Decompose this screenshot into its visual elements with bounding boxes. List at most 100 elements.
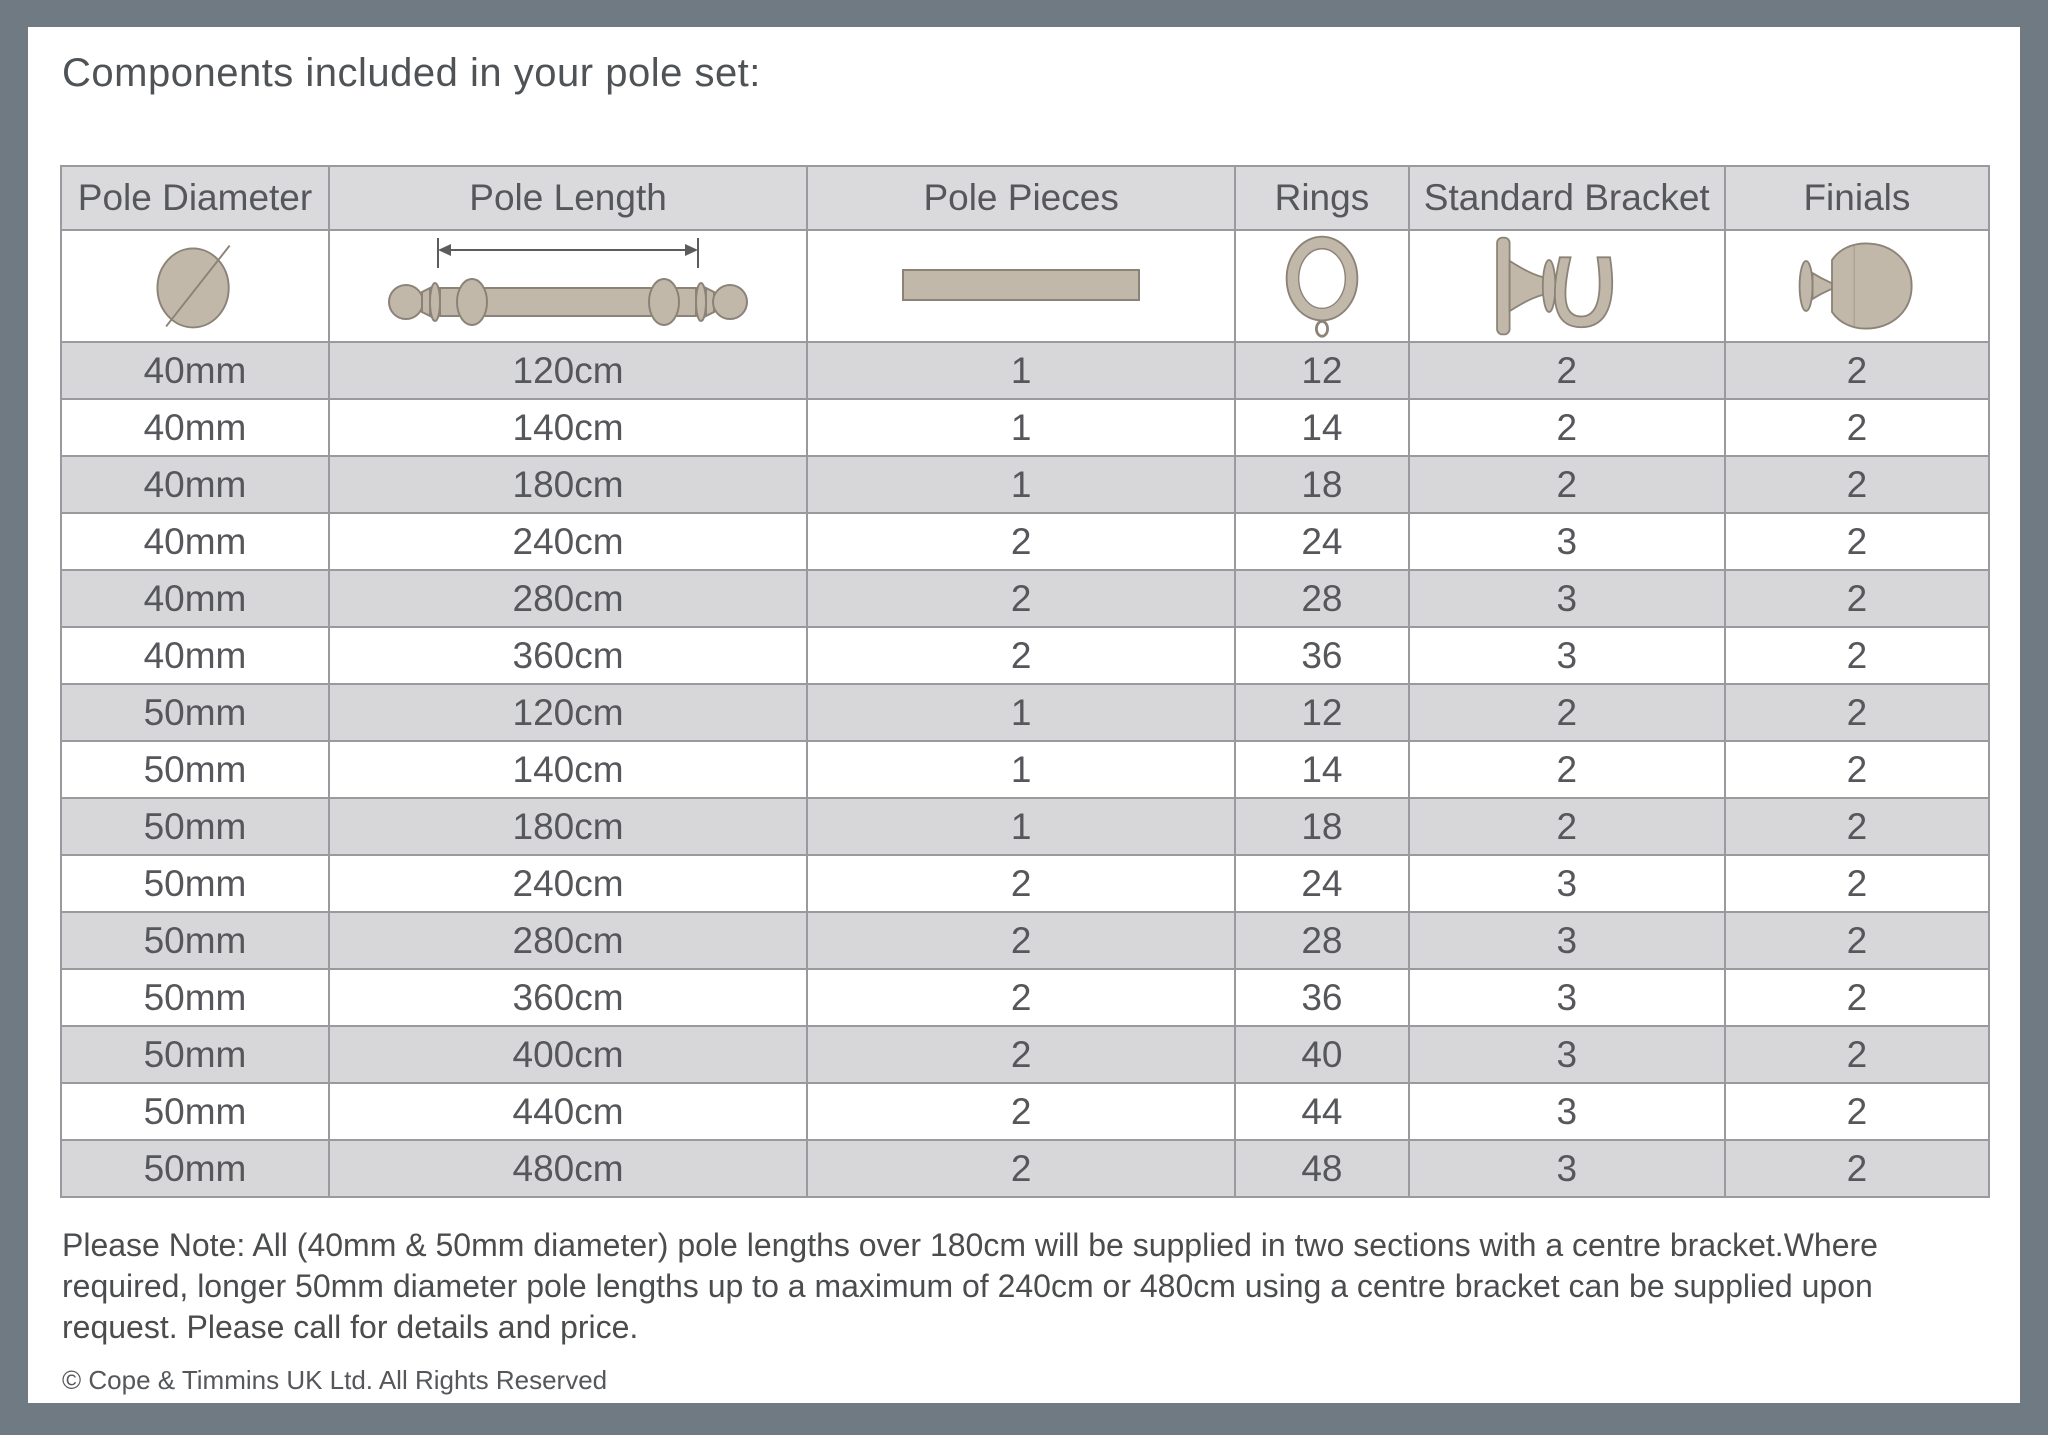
cell-rings: 44 (1234, 1082, 1410, 1141)
cell-finials: 2 (1723, 683, 1991, 742)
cell-brackets: 2 (1407, 455, 1726, 514)
cell-diameter: 50mm (60, 740, 330, 799)
cell-length: 400cm (327, 1025, 809, 1084)
cell-length: 180cm (327, 455, 809, 514)
cell-rings: 12 (1234, 341, 1410, 400)
cell-finials: 2 (1723, 854, 1991, 913)
cell-length: 120cm (327, 683, 809, 742)
table-row: 50mm 240cm 2 24 3 2 (60, 854, 1991, 913)
table-row: 50mm 280cm 2 28 3 2 (60, 911, 1991, 970)
table-row: 50mm 120cm 1 12 2 2 (60, 683, 1991, 742)
cell-brackets: 3 (1407, 1025, 1726, 1084)
header-row: Pole Diameter Pole Length Pole Pieces Ri… (60, 165, 1991, 231)
cell-finials: 2 (1723, 341, 1991, 400)
table-row: 40mm 240cm 2 24 3 2 (60, 512, 1991, 571)
table-row: 50mm 400cm 2 40 3 2 (60, 1025, 1991, 1084)
column-header-rings: Rings (1234, 165, 1410, 231)
table-row: 40mm 120cm 1 12 2 2 (60, 341, 1991, 400)
cell-diameter: 50mm (60, 968, 330, 1027)
cell-brackets: 3 (1407, 1139, 1726, 1198)
cell-finials: 2 (1723, 968, 1991, 1027)
page-title: Components included in your pole set: (62, 51, 761, 95)
cell-pieces: 1 (806, 740, 1237, 799)
cell-finials: 2 (1723, 740, 1991, 799)
cell-length: 280cm (327, 911, 809, 970)
cell-pieces: 2 (806, 968, 1237, 1027)
cell-length: 240cm (327, 854, 809, 913)
cell-length: 140cm (327, 398, 809, 457)
note-text: Please Note: All (40mm & 50mm diameter) … (62, 1227, 1878, 1345)
cell-length: 180cm (327, 797, 809, 856)
cell-pieces: 2 (806, 512, 1237, 571)
cell-pieces: 2 (806, 911, 1237, 970)
cell-brackets: 3 (1407, 911, 1726, 970)
cell-rings: 12 (1234, 683, 1410, 742)
cell-brackets: 2 (1407, 683, 1726, 742)
cell-brackets: 2 (1407, 341, 1726, 400)
cell-length: 280cm (327, 569, 809, 628)
icon-cell (327, 229, 809, 343)
copyright-text: © Cope & Timmins UK Ltd. All Rights Rese… (62, 1365, 608, 1395)
cell-finials: 2 (1723, 1139, 1991, 1198)
cell-rings: 36 (1234, 968, 1410, 1027)
cell-rings: 28 (1234, 569, 1410, 628)
cell-diameter: 40mm (60, 398, 330, 457)
pole-diameter-icon (156, 244, 231, 329)
cell-length: 120cm (327, 341, 809, 400)
table-row: 50mm 180cm 1 18 2 2 (60, 797, 1991, 856)
cell-brackets: 2 (1407, 398, 1726, 457)
cell-rings: 40 (1234, 1025, 1410, 1084)
cell-brackets: 3 (1407, 512, 1726, 571)
cell-diameter: 50mm (60, 683, 330, 742)
table-row: 50mm 480cm 2 48 3 2 (60, 1139, 1991, 1198)
cell-length: 440cm (327, 1082, 809, 1141)
cell-pieces: 1 (806, 341, 1237, 400)
content-panel: Components included in your pole set: Po… (28, 27, 2020, 1403)
cell-diameter: 50mm (60, 911, 330, 970)
cell-diameter: 40mm (60, 341, 330, 400)
cell-length: 240cm (327, 512, 809, 571)
cell-finials: 2 (1723, 1082, 1991, 1141)
cell-pieces: 2 (806, 1025, 1237, 1084)
icon-cell (806, 229, 1237, 343)
finial-icon (1798, 242, 1913, 330)
icon-cell (1407, 229, 1726, 343)
cell-brackets: 3 (1407, 626, 1726, 685)
cell-brackets: 3 (1407, 854, 1726, 913)
cell-finials: 2 (1723, 1025, 1991, 1084)
icon-cell (1723, 229, 1991, 343)
cell-finials: 2 (1723, 626, 1991, 685)
cell-brackets: 3 (1407, 569, 1726, 628)
cell-finials: 2 (1723, 512, 1991, 571)
components-table: Pole Diameter Pole Length Pole Pieces Ri… (60, 165, 1991, 1198)
cell-finials: 2 (1723, 569, 1991, 628)
column-header-pole-length: Pole Length (327, 165, 809, 231)
table-row: 50mm 440cm 2 44 3 2 (60, 1082, 1991, 1141)
cell-diameter: 40mm (60, 569, 330, 628)
cell-rings: 24 (1234, 512, 1410, 571)
cell-pieces: 1 (806, 797, 1237, 856)
column-header-standard-bracket: Standard Bracket (1407, 165, 1726, 231)
table-row: 40mm 360cm 2 36 3 2 (60, 626, 1991, 685)
cell-pieces: 2 (806, 854, 1237, 913)
cell-diameter: 50mm (60, 854, 330, 913)
pole-length-icon (388, 238, 749, 326)
table-row: 40mm 180cm 1 18 2 2 (60, 455, 1991, 514)
column-header-finials: Finials (1723, 165, 1991, 231)
cell-rings: 14 (1234, 740, 1410, 799)
cell-diameter: 50mm (60, 1082, 330, 1141)
cell-pieces: 2 (806, 626, 1237, 685)
cell-pieces: 2 (806, 1082, 1237, 1141)
cell-rings: 24 (1234, 854, 1410, 913)
cell-finials: 2 (1723, 398, 1991, 457)
cell-brackets: 2 (1407, 797, 1726, 856)
cell-diameter: 40mm (60, 626, 330, 685)
cell-diameter: 50mm (60, 1139, 330, 1198)
pole-pieces-icon (902, 269, 1141, 301)
cell-pieces: 1 (806, 398, 1237, 457)
cell-length: 480cm (327, 1139, 809, 1198)
cell-rings: 18 (1234, 797, 1410, 856)
table-row: 50mm 140cm 1 14 2 2 (60, 740, 1991, 799)
cell-brackets: 3 (1407, 968, 1726, 1027)
